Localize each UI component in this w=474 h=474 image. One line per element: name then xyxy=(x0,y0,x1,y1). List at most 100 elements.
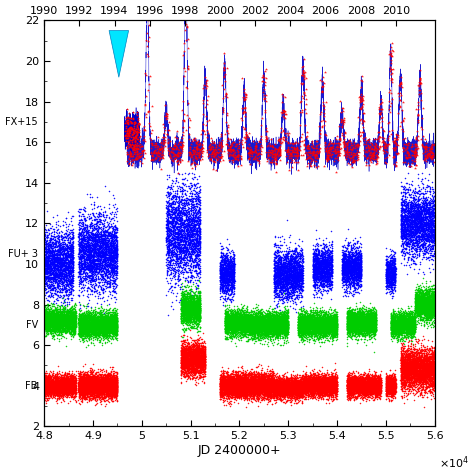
Point xyxy=(249,318,257,325)
Point xyxy=(58,258,66,266)
Point xyxy=(292,376,300,383)
Point xyxy=(365,311,373,319)
Point xyxy=(61,382,69,390)
Point xyxy=(401,365,408,372)
Point xyxy=(313,378,321,386)
Point xyxy=(326,386,333,393)
Point xyxy=(325,264,333,272)
Point xyxy=(88,389,96,396)
Point xyxy=(111,374,118,382)
Point xyxy=(414,378,422,386)
Point xyxy=(339,108,347,115)
Point xyxy=(420,204,428,212)
Point xyxy=(289,386,296,393)
Point xyxy=(304,377,311,384)
Point xyxy=(111,318,118,325)
Point xyxy=(234,386,242,393)
Point xyxy=(113,383,120,391)
Point xyxy=(312,274,320,282)
Point xyxy=(193,305,201,313)
Point xyxy=(103,377,110,384)
Point xyxy=(356,314,363,321)
Point xyxy=(397,318,405,326)
Point xyxy=(267,381,275,388)
Point xyxy=(278,327,285,335)
Point xyxy=(282,383,289,390)
Point xyxy=(394,330,402,337)
Point xyxy=(193,292,201,300)
Point xyxy=(194,359,201,367)
Point xyxy=(392,387,400,395)
Point xyxy=(404,362,411,370)
Point xyxy=(310,381,317,388)
Point xyxy=(92,274,100,282)
Point xyxy=(85,318,93,326)
Point xyxy=(346,381,354,389)
Point xyxy=(46,321,54,329)
Point xyxy=(316,389,324,397)
Point xyxy=(357,388,365,395)
Point xyxy=(95,320,102,328)
Point xyxy=(356,318,364,326)
Point xyxy=(101,262,109,269)
Point xyxy=(332,378,339,385)
Point xyxy=(270,392,278,400)
Point xyxy=(191,154,199,161)
Point xyxy=(236,387,244,395)
Point xyxy=(111,298,119,306)
Point xyxy=(282,325,289,332)
Point xyxy=(255,378,263,386)
Point xyxy=(388,384,395,392)
Point xyxy=(310,322,318,329)
Point xyxy=(327,384,334,392)
Point xyxy=(37,377,45,385)
Point xyxy=(183,349,191,357)
Point xyxy=(273,300,281,308)
Point xyxy=(370,374,377,382)
Point xyxy=(179,297,186,304)
Point xyxy=(392,287,399,294)
Point xyxy=(222,377,229,384)
Point xyxy=(225,374,232,382)
Point xyxy=(229,327,237,334)
Point xyxy=(86,328,93,336)
Point xyxy=(323,324,330,332)
Point xyxy=(68,316,76,323)
Point xyxy=(276,136,283,143)
Point xyxy=(54,383,61,391)
Point xyxy=(281,283,288,291)
Point xyxy=(88,370,96,378)
Point xyxy=(185,222,192,229)
Point xyxy=(183,309,191,316)
Point xyxy=(397,330,405,338)
Point xyxy=(325,327,333,335)
Point xyxy=(420,225,428,233)
Point xyxy=(362,316,369,323)
Point xyxy=(164,210,171,218)
Point xyxy=(108,326,116,333)
Point xyxy=(360,376,368,384)
Point xyxy=(88,247,95,255)
Point xyxy=(317,263,324,270)
Point xyxy=(297,325,304,333)
Point xyxy=(402,379,410,387)
Point xyxy=(292,391,299,398)
Point xyxy=(245,309,253,316)
Point xyxy=(326,378,333,386)
Point xyxy=(62,317,70,324)
Point xyxy=(412,303,419,310)
Point xyxy=(219,288,226,296)
Point xyxy=(322,273,329,280)
Point xyxy=(104,375,111,383)
Point xyxy=(78,237,86,245)
Point xyxy=(252,371,260,379)
Point xyxy=(347,257,355,264)
Point xyxy=(423,234,431,242)
Point xyxy=(332,368,340,376)
Point xyxy=(85,381,92,389)
Point xyxy=(415,375,423,383)
Point xyxy=(102,387,110,394)
Point xyxy=(328,378,335,385)
Point xyxy=(274,324,282,332)
Point xyxy=(322,314,330,322)
